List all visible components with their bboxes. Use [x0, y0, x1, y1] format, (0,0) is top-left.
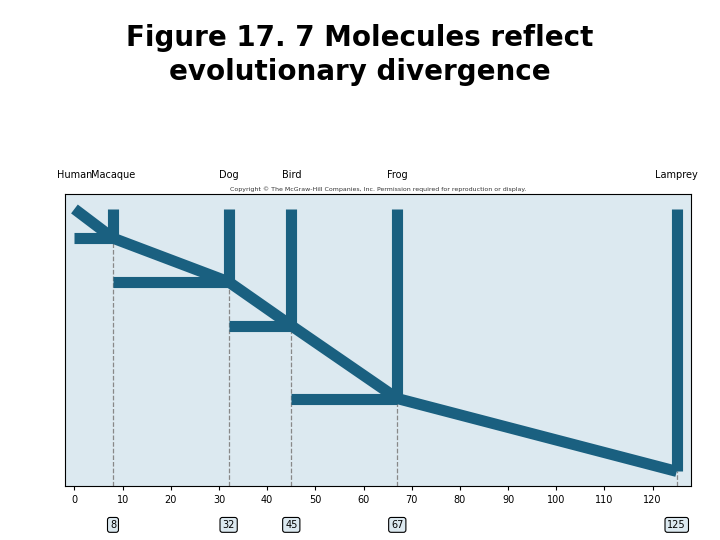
Text: 67: 67 [391, 520, 403, 530]
Text: 125: 125 [667, 520, 686, 530]
Text: Human: Human [57, 170, 92, 180]
Text: 45: 45 [285, 520, 297, 530]
Text: Figure 17. 7 Molecules reflect
evolutionary divergence: Figure 17. 7 Molecules reflect evolution… [126, 24, 594, 86]
Text: 32: 32 [222, 520, 235, 530]
Text: Bird: Bird [282, 170, 301, 180]
Text: Frog: Frog [387, 170, 408, 180]
Text: Dog: Dog [219, 170, 238, 180]
Text: 8: 8 [110, 520, 116, 530]
Text: Macaque: Macaque [91, 170, 135, 180]
Text: Lamprey: Lamprey [655, 170, 698, 180]
Text: Copyright © The McGraw-Hill Companies, Inc. Permission required for reproduction: Copyright © The McGraw-Hill Companies, I… [230, 186, 526, 192]
